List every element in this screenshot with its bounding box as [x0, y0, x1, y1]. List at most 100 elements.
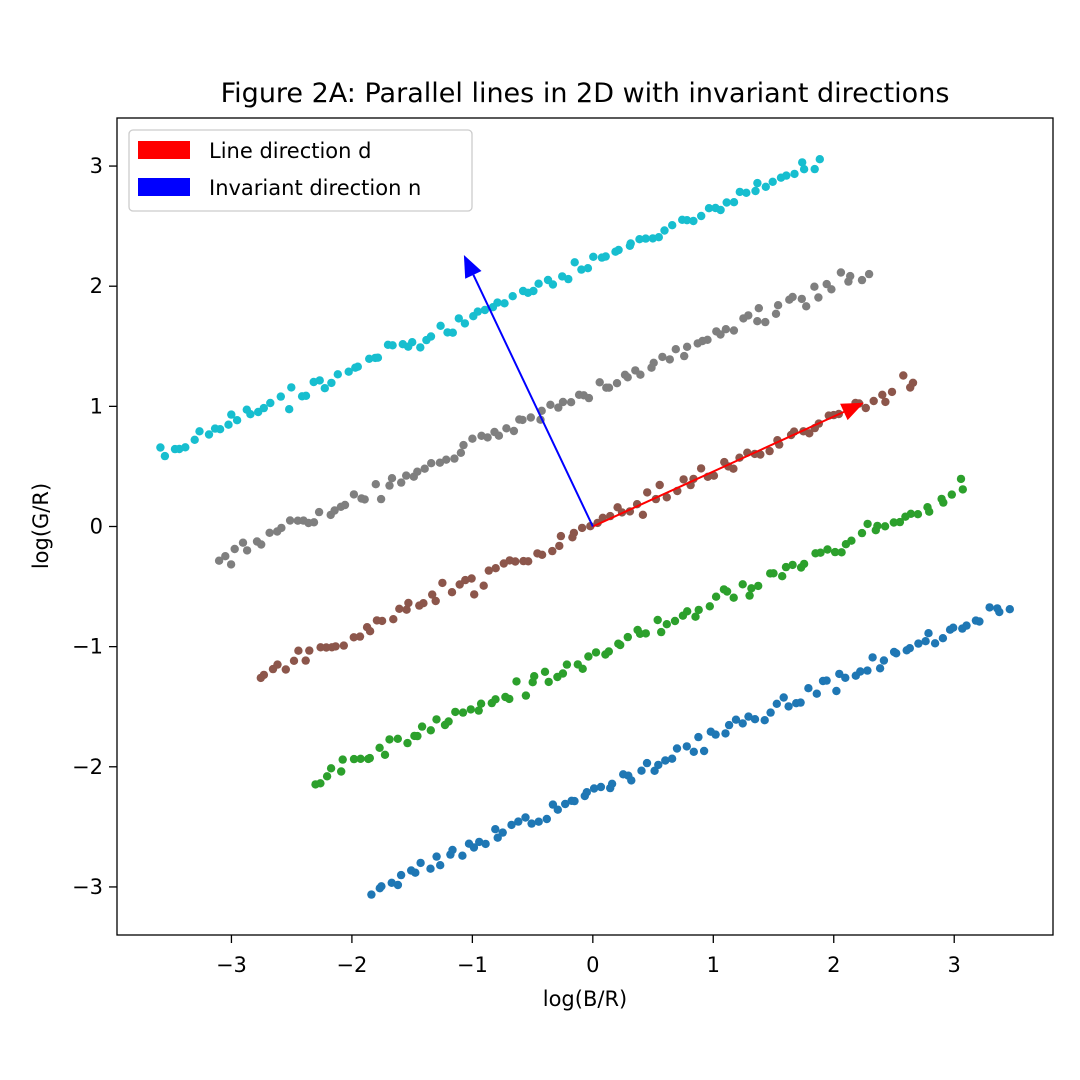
data-point	[548, 546, 557, 556]
data-point	[637, 766, 646, 775]
data-point	[924, 629, 933, 638]
data-point	[420, 464, 429, 473]
data-point	[857, 528, 867, 538]
data-point	[753, 317, 762, 326]
data-point	[671, 345, 680, 354]
data-point	[555, 541, 564, 551]
data-point	[349, 754, 359, 764]
data-point	[426, 332, 436, 341]
data-point	[242, 546, 252, 555]
data-point	[905, 644, 914, 653]
data-point	[530, 672, 539, 681]
data-point	[524, 557, 533, 566]
data-point	[724, 720, 734, 730]
data-point	[375, 743, 384, 752]
data-point	[404, 598, 413, 608]
data-point	[841, 673, 850, 682]
data-point	[561, 799, 570, 809]
data-point	[428, 590, 437, 599]
data-point	[769, 569, 778, 578]
data-point	[493, 298, 502, 307]
data-point	[438, 578, 447, 588]
data-point	[738, 719, 747, 728]
data-point	[731, 715, 741, 724]
data-point	[729, 464, 738, 473]
data-point	[413, 731, 422, 741]
data-point	[760, 716, 769, 725]
y-tick-label: 3	[90, 154, 103, 178]
data-point	[814, 293, 823, 302]
data-point	[314, 507, 324, 517]
data-point	[468, 434, 477, 443]
data-point	[721, 325, 731, 334]
data-point	[554, 403, 563, 412]
data-point	[481, 839, 490, 849]
data-point	[649, 358, 658, 367]
data-point	[376, 494, 386, 504]
data-point	[491, 564, 500, 573]
data-point	[751, 186, 760, 196]
data-point	[662, 493, 671, 502]
data-point	[627, 776, 636, 785]
data-point	[238, 538, 248, 547]
data-point	[729, 326, 739, 335]
data-point	[857, 275, 867, 285]
data-point	[995, 607, 1004, 617]
data-point	[661, 756, 670, 765]
x-tick-label: 1	[707, 953, 720, 977]
data-point	[716, 330, 725, 339]
data-point	[408, 338, 417, 347]
data-point	[500, 299, 509, 308]
data-point	[657, 627, 666, 637]
data-point	[569, 528, 579, 538]
data-point	[456, 448, 466, 457]
y-axis-title: log(G/R)	[29, 483, 53, 569]
data-point	[697, 211, 706, 221]
data-point	[469, 843, 479, 852]
x-tick-label: −2	[336, 953, 367, 977]
data-point	[799, 165, 809, 174]
data-point	[830, 547, 840, 557]
data-point	[958, 485, 967, 494]
data-point	[214, 556, 224, 565]
data-point	[680, 351, 689, 361]
data-point	[761, 182, 770, 191]
data-point	[835, 669, 844, 679]
data-point	[467, 574, 476, 583]
data-point	[744, 712, 753, 721]
series-0	[367, 603, 1014, 899]
data-point	[505, 694, 514, 704]
data-point	[385, 481, 394, 490]
data-point	[591, 648, 601, 657]
data-point	[668, 221, 677, 230]
data-point	[426, 726, 435, 735]
data-point	[595, 378, 604, 387]
data-point	[798, 158, 807, 167]
data-point	[558, 669, 568, 678]
data-point	[665, 355, 674, 364]
data-point	[224, 420, 233, 429]
data-point	[305, 646, 314, 655]
data-point	[596, 782, 606, 792]
data-point	[962, 621, 971, 630]
data-point	[975, 617, 984, 626]
data-point	[454, 314, 463, 323]
data-point	[534, 279, 543, 288]
data-point	[470, 590, 479, 599]
data-point	[689, 216, 698, 226]
data-point	[636, 370, 645, 379]
data-point	[484, 566, 493, 575]
data-point	[705, 602, 714, 611]
series-4	[156, 155, 824, 461]
data-point	[660, 226, 669, 235]
data-point	[259, 670, 269, 680]
data-point	[521, 813, 530, 822]
data-point	[672, 744, 682, 753]
data-point	[735, 187, 744, 197]
data-point	[460, 319, 470, 328]
data-point	[491, 695, 500, 704]
x-tick-label: −1	[457, 953, 488, 977]
data-point	[662, 620, 671, 629]
data-point	[338, 755, 347, 764]
data-point	[458, 708, 468, 717]
